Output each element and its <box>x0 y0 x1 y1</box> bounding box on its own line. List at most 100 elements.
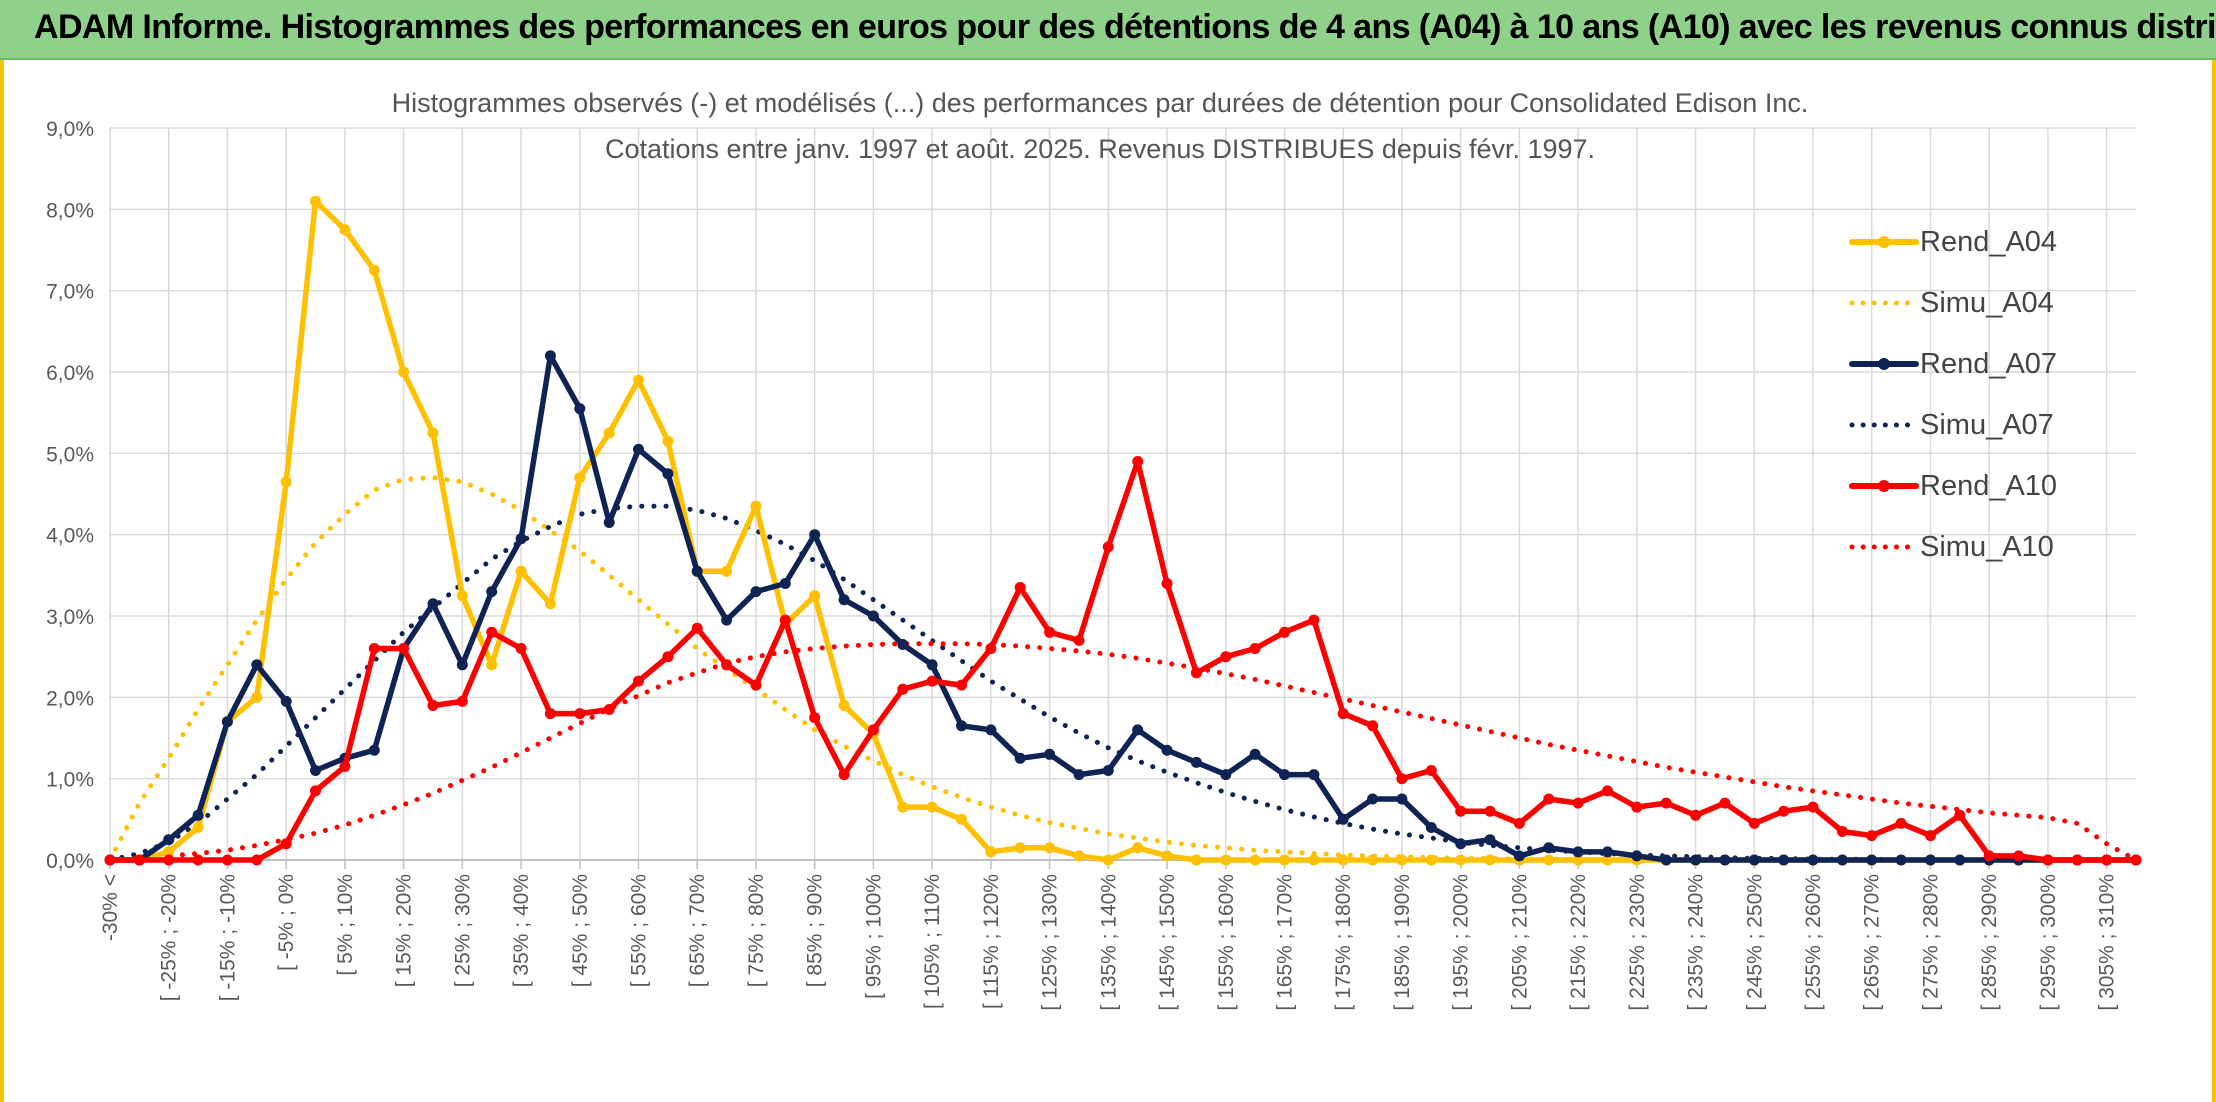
data-point-rend_a07 <box>1190 756 1202 768</box>
data-point-rend_a04 <box>398 366 410 378</box>
legend-item-rend_a04: Rend_A04 <box>1826 222 2126 262</box>
data-point-rend_a10 <box>1719 797 1731 809</box>
x-axis-ticks: -30% < [ -25% ; -20% [ -15% ; -10% [ -5% ; … <box>99 874 2119 1011</box>
x-tick-label: [ 305% ; 310% <box>2096 874 2119 1011</box>
data-point-rend_a10 <box>456 695 468 707</box>
data-point-rend_a07 <box>1690 854 1702 866</box>
legend-label: Rend_A04 <box>1920 226 2058 258</box>
data-point-rend_a10 <box>280 838 292 850</box>
data-point-rend_a07 <box>1631 850 1643 862</box>
data-point-rend_a07 <box>1073 769 1085 781</box>
data-point-rend_a07 <box>721 614 733 626</box>
data-point-rend_a10 <box>985 643 997 654</box>
data-point-rend_a07 <box>779 578 791 589</box>
data-point-rend_a04 <box>1044 842 1056 854</box>
data-point-rend_a07 <box>1102 765 1114 776</box>
y-tick-label: 8,0% <box>46 199 94 222</box>
data-point-rend_a04 <box>574 472 586 484</box>
data-point-rend_a07 <box>1308 769 1320 781</box>
data-point-rend_a10 <box>574 708 586 720</box>
x-tick-label: [ 105% ; 110% <box>921 874 944 1009</box>
data-point-rend_a10 <box>133 854 145 866</box>
data-point-rend_a04 <box>985 846 997 858</box>
data-point-rend_a04 <box>1602 854 1613 866</box>
data-point-rend_a10 <box>104 854 116 866</box>
data-point-rend_a10 <box>1983 850 1995 862</box>
y-tick-label: 5,0% <box>46 443 94 466</box>
data-point-rend_a07 <box>926 659 938 671</box>
data-point-rend_a10 <box>544 708 556 720</box>
data-point-rend_a07 <box>867 610 879 622</box>
data-point-rend_a04 <box>809 590 821 602</box>
data-point-rend_a04 <box>1396 854 1408 866</box>
data-point-rend_a10 <box>1866 830 1878 842</box>
data-point-rend_a04 <box>721 565 733 577</box>
data-point-rend_a07 <box>1954 854 1966 866</box>
data-point-rend_a07 <box>1925 854 1936 866</box>
data-point-rend_a10 <box>1455 805 1467 817</box>
legend-item-simu_a07: Simu_A07 <box>1826 405 2126 445</box>
data-point-rend_a07 <box>486 586 498 598</box>
data-point-rend_a10 <box>163 854 175 866</box>
data-point-rend_a10 <box>2013 850 2025 862</box>
series-line-simu_a10 <box>107 641 2139 863</box>
data-point-rend_a04 <box>1337 854 1349 866</box>
data-point-rend_a04 <box>1014 842 1026 854</box>
data-point-rend_a10 <box>1190 667 1202 679</box>
data-point-rend_a10 <box>926 675 938 687</box>
x-tick-label: [ 45% ; 50% <box>569 874 592 987</box>
data-point-rend_a04 <box>1279 854 1290 866</box>
data-point-rend_a04 <box>280 476 292 488</box>
data-point-rend_a04 <box>1161 850 1173 862</box>
x-tick-label: [ 285% ; 290% <box>1978 874 2001 1011</box>
data-point-rend_a07 <box>1836 854 1848 866</box>
data-point-rend_a07 <box>838 594 850 606</box>
data-point-rend_a07 <box>603 517 615 528</box>
legend-swatch <box>1849 544 1919 550</box>
data-point-rend_a04 <box>163 846 175 858</box>
data-point-rend_a07 <box>662 468 674 480</box>
data-point-rend_a04 <box>1190 854 1202 866</box>
data-point-rend_a10 <box>867 724 879 736</box>
data-point-rend_a07 <box>809 529 821 541</box>
data-point-rend_a07 <box>633 443 644 455</box>
data-point-rend_a10 <box>2101 854 2113 866</box>
data-point-rend_a04 <box>486 659 498 671</box>
data-point-rend_a10 <box>427 700 439 711</box>
data-point-rend_a10 <box>1807 801 1819 813</box>
data-point-rend_a10 <box>1014 582 1026 593</box>
data-point-rend_a07 <box>1572 846 1584 858</box>
y-tick-label: 3,0% <box>46 606 94 629</box>
data-point-rend_a04 <box>633 374 644 386</box>
data-point-rend_a10 <box>662 651 674 663</box>
data-point-rend_a07 <box>427 598 439 610</box>
data-point-rend_a07 <box>1132 724 1144 736</box>
legend-swatch <box>1849 480 1919 492</box>
x-tick-label: [ 255% ; 260% <box>1802 874 1825 1011</box>
data-point-rend_a10 <box>1337 708 1349 720</box>
legend-swatch <box>1849 236 1919 248</box>
data-point-rend_a10 <box>1249 643 1261 654</box>
gridlines <box>109 127 2136 869</box>
data-point-rend_a10 <box>838 769 850 781</box>
data-point-rend_a10 <box>1572 797 1584 809</box>
data-point-rend_a07 <box>1895 854 1907 866</box>
x-tick-label: -30% < <box>99 874 122 941</box>
data-point-rend_a07 <box>1425 822 1437 833</box>
data-point-rend_a10 <box>1925 830 1936 842</box>
data-point-rend_a10 <box>486 626 498 638</box>
data-point-rend_a07 <box>544 350 556 362</box>
data-point-rend_a10 <box>603 704 615 715</box>
data-point-rend_a10 <box>221 854 233 866</box>
data-point-rend_a07 <box>956 720 967 732</box>
data-point-rend_a10 <box>1660 797 1672 809</box>
chart-title: Histogrammes observés (-) et modélisés (… <box>391 88 1809 118</box>
y-axis-ticks: 0,0% 1,0% 2,0% 3,0% 4,0% 5,0% 6,0% 7,0% 8,0% 9,0% <box>46 118 94 873</box>
data-point-rend_a07 <box>1513 850 1525 862</box>
data-point-rend_a10 <box>956 679 967 691</box>
legend-swatch <box>1849 422 1919 428</box>
data-point-rend_a04 <box>926 801 938 813</box>
data-point-rend_a07 <box>574 403 586 415</box>
data-point-rend_a10 <box>1602 785 1613 797</box>
data-point-rend_a07 <box>1543 842 1555 854</box>
